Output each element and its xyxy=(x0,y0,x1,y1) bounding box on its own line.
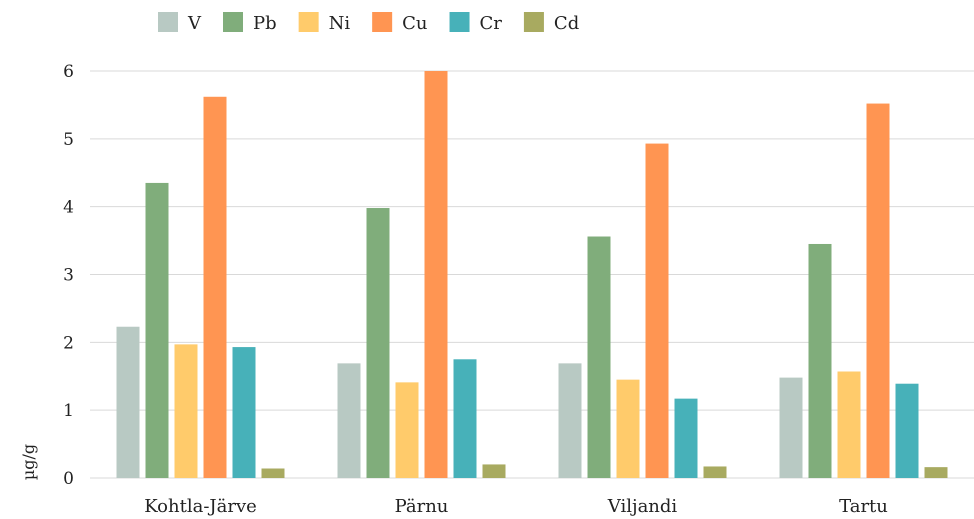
bar-cr-3 xyxy=(895,383,919,478)
bar-cd-1 xyxy=(482,464,506,478)
bar-v-3 xyxy=(779,377,803,478)
bar-pb-0 xyxy=(145,182,169,479)
bar-ni-1 xyxy=(395,382,419,478)
bar-ni-3 xyxy=(837,371,861,478)
legend-swatch xyxy=(298,12,319,32)
legend-item-cu: Cu xyxy=(372,12,428,34)
legend-swatch xyxy=(372,12,393,32)
y-tick-label: 0 xyxy=(63,469,74,489)
legend-label: V xyxy=(187,13,202,34)
x-tick-label: Pärnu xyxy=(395,496,449,517)
y-tick-label: 4 xyxy=(63,198,74,218)
legend: V Pb Ni Cu Cr Cd xyxy=(158,12,579,34)
legend-swatch xyxy=(523,12,544,32)
x-axis-labels: Kohtla-Järve Pärnu Viljandi Tartu xyxy=(144,496,888,517)
x-tick-label: Tartu xyxy=(839,496,888,517)
y-tick-label: 6 xyxy=(63,62,74,82)
legend-item-ni: Ni xyxy=(298,12,351,34)
bar-cd-0 xyxy=(261,468,285,478)
y-tick-label: 2 xyxy=(63,333,74,353)
bar-ni-0 xyxy=(174,344,198,478)
legend-label: Cr xyxy=(480,13,503,34)
legend-label: Pb xyxy=(253,13,277,34)
bar-v-2 xyxy=(558,363,582,478)
bar-cu-3 xyxy=(866,103,890,478)
bar-ni-2 xyxy=(616,379,640,478)
legend-label: Ni xyxy=(329,13,351,34)
legend-item-pb: Pb xyxy=(223,12,277,34)
y-axis-ticks: 0 1 2 3 4 5 6 xyxy=(63,62,74,489)
bar-v-0 xyxy=(116,326,140,478)
bar-cr-0 xyxy=(232,347,256,478)
bar-cu-0 xyxy=(203,96,227,478)
bar-pb-3 xyxy=(808,243,832,478)
bar-cd-3 xyxy=(924,467,948,478)
bar-pb-2 xyxy=(587,236,611,478)
legend-label: Cd xyxy=(554,13,579,34)
legend-swatch xyxy=(223,12,243,32)
legend-swatch xyxy=(158,12,178,32)
x-tick-label: Viljandi xyxy=(607,496,678,517)
bar-cu-1 xyxy=(424,71,448,478)
y-tick-label: 5 xyxy=(63,130,74,150)
legend-item-v: V xyxy=(158,12,202,34)
bar-v-1 xyxy=(337,363,361,478)
bar-cu-2 xyxy=(645,143,669,478)
bar-cr-1 xyxy=(453,359,477,478)
y-axis-title: µg/g xyxy=(19,444,38,480)
bar-cd-2 xyxy=(703,466,727,478)
x-tick-label: Kohtla-Järve xyxy=(144,496,257,517)
legend-label: Cu xyxy=(402,13,427,34)
bar-pb-1 xyxy=(366,208,390,479)
bar-cr-2 xyxy=(674,398,698,478)
y-tick-label: 1 xyxy=(63,401,74,421)
y-tick-label: 3 xyxy=(63,266,74,286)
bars xyxy=(116,71,948,479)
legend-swatch xyxy=(449,12,470,32)
legend-item-cr: Cr xyxy=(449,12,503,34)
legend-item-cd: Cd xyxy=(523,12,579,34)
